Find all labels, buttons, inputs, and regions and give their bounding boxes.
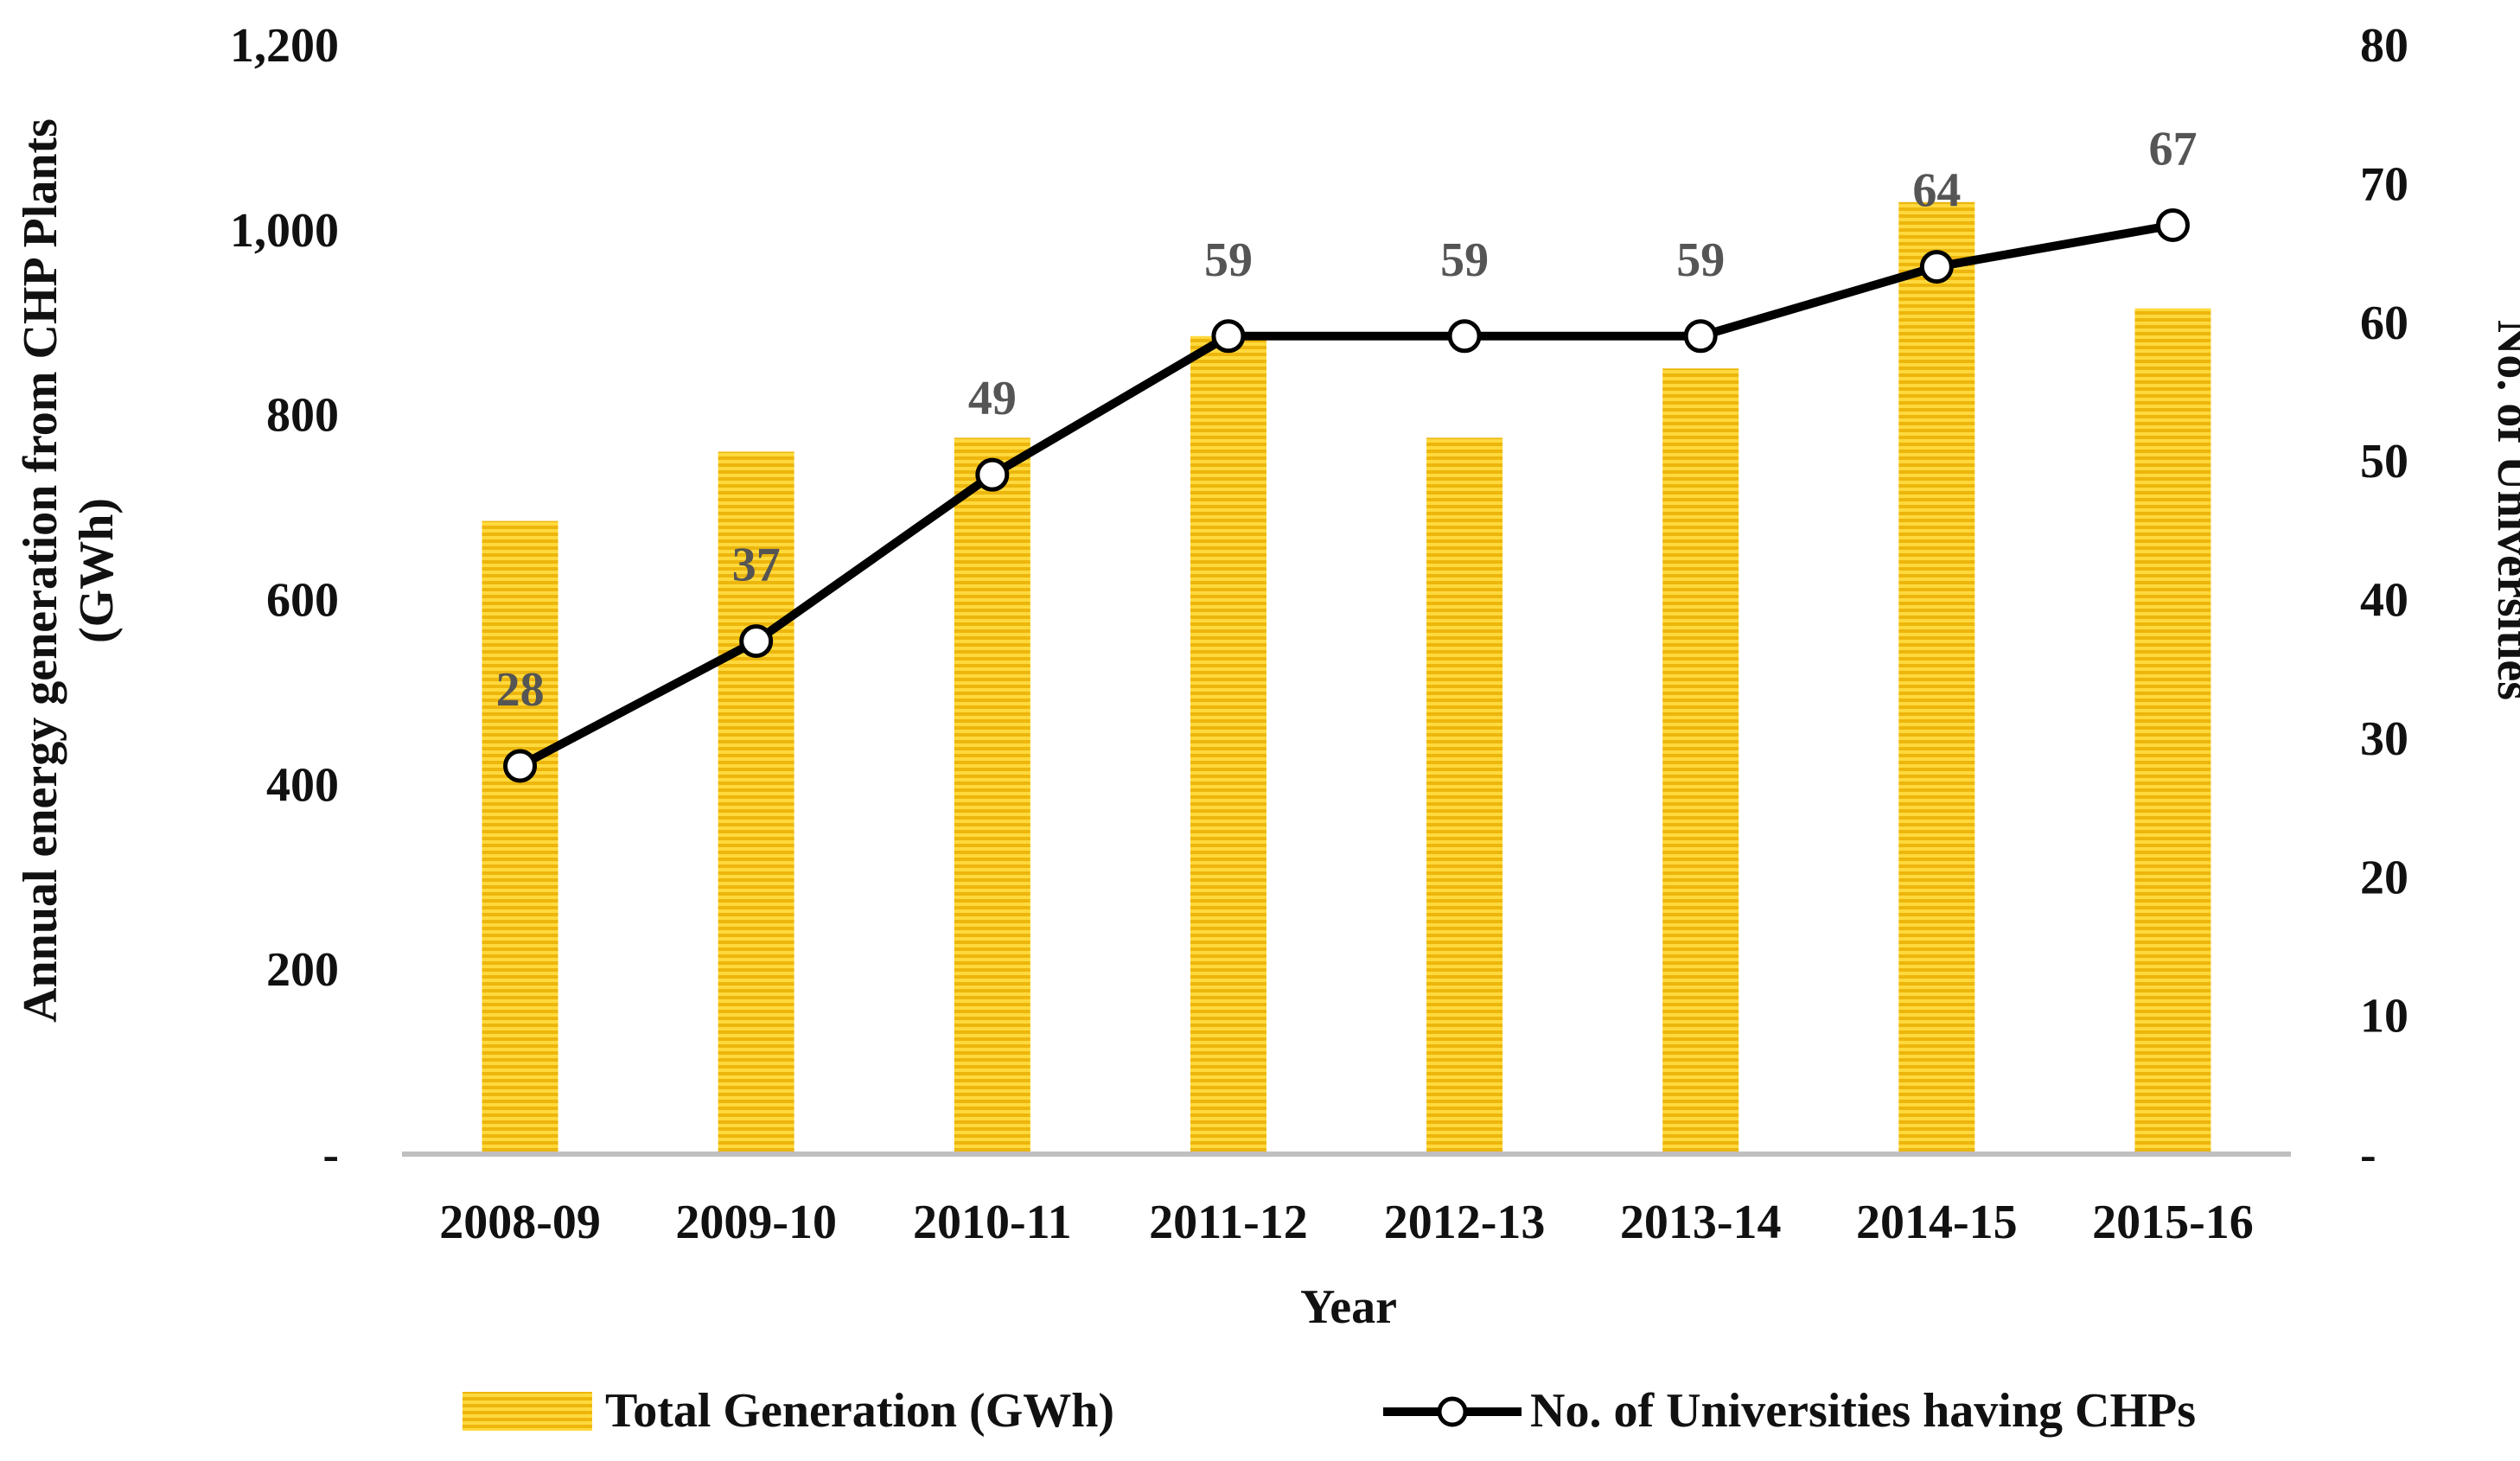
legend-bar-label: Total Generation (GWh) (605, 1384, 1114, 1438)
y-tick-label: 200 (266, 943, 339, 997)
y-tick-label: 1,200 (230, 19, 339, 73)
x-tick-label: 2013-14 (1620, 1196, 1782, 1249)
bar-2010-11 (954, 437, 1030, 1154)
universities-data-label: 67 (2148, 122, 2197, 175)
y2-tick-label: 80 (2360, 19, 2408, 73)
y2-tick-label: 40 (2360, 574, 2408, 628)
bar-2015-16 (2134, 308, 2211, 1154)
universities-data-label: 59 (1440, 233, 1489, 287)
bar-2011-12 (1190, 335, 1266, 1155)
universities-data-label: 64 (1912, 164, 1961, 218)
x-tick-label: 2011-12 (1149, 1196, 1308, 1249)
y-tick-label: 800 (266, 389, 339, 443)
universities-line (518, 220, 2174, 770)
universities-marker-2013-14 (1683, 319, 1718, 354)
y-axis-title-line1: Annual energy generation from CHP Plants (14, 118, 67, 1023)
bars-layer (482, 201, 2211, 1155)
y2-tick-label: 50 (2360, 435, 2408, 488)
y2-tick-label: 20 (2360, 851, 2408, 904)
axes-layer: 2008-09 2009-10 2010-11 2011-12 2012-13 2013-… (230, 19, 2408, 1249)
y2-tick-label: 30 (2360, 712, 2408, 766)
y2-tick-label: 70 (2360, 157, 2408, 211)
universities-marker-2012-13 (1447, 319, 1482, 354)
x-axis-title: Year (1300, 1280, 1397, 1334)
line-layer (503, 207, 2190, 783)
universities-data-label: 28 (496, 663, 545, 717)
y-tick-label: 400 (266, 758, 339, 812)
legend-bar-swatch (463, 1392, 592, 1431)
legend-line-label: No. of Universities having CHPs (1530, 1384, 2196, 1438)
bar-2014-15 (1898, 201, 1975, 1155)
bar-2009-10 (718, 451, 794, 1154)
universities-data-label: 49 (968, 372, 1017, 425)
y2-tick-label: 60 (2360, 297, 2408, 350)
x-tick-label: 2008-09 (439, 1196, 601, 1249)
legend-line-marker (1437, 1396, 1468, 1427)
bar-2008-09 (482, 520, 558, 1154)
labels-layer: 28 37 49 59 59 59 64 67 (496, 122, 2198, 716)
universities-marker-2009-10 (739, 624, 774, 659)
universities-data-label: 59 (1676, 233, 1725, 287)
x-tick-label: 2014-15 (1856, 1196, 2018, 1249)
x-tick-label: 2010-11 (913, 1196, 1072, 1249)
universities-marker-2015-16 (2155, 207, 2190, 242)
y-tick-label: 1,000 (230, 204, 339, 258)
x-tick-label: 2009-10 (675, 1196, 837, 1249)
bar-2013-14 (1662, 368, 1739, 1154)
universities-data-label: 59 (1204, 233, 1253, 287)
y2-axis-title: No. of Universities (2487, 320, 2520, 700)
y2-tick-label: 10 (2360, 990, 2408, 1043)
legend: Total Generation (GWh) No. of Universiti… (463, 1384, 2196, 1438)
y-axis-title: Annual energy generation from CHP Plants… (14, 118, 124, 1023)
y2-tick-label: - (2360, 1128, 2376, 1182)
x-tick-label: 2012-13 (1384, 1196, 1546, 1249)
x-tick-label: 2015-16 (2092, 1196, 2254, 1249)
universities-marker-2014-15 (1919, 250, 1954, 284)
y-axis-title-line2: (GWh) (70, 498, 124, 643)
y-tick-label: - (322, 1128, 339, 1182)
y-tick-label: 600 (266, 574, 339, 628)
universities-marker-2011-12 (1211, 319, 1246, 354)
universities-marker-2008-09 (503, 749, 538, 783)
universities-data-label: 37 (732, 539, 781, 592)
universities-marker-2010-11 (975, 457, 1010, 492)
bar-2012-13 (1426, 437, 1503, 1154)
